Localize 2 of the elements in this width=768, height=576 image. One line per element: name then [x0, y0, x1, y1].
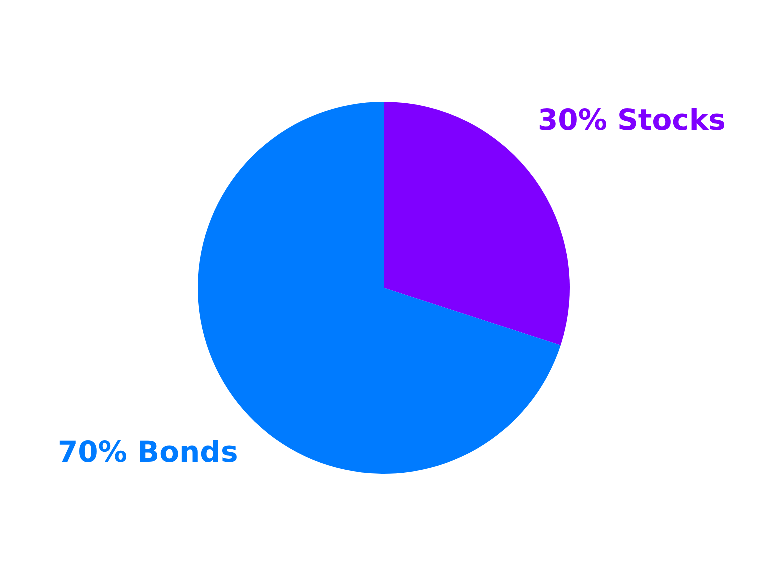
slice-label: 70% Bonds — [58, 435, 238, 469]
slice-label: 30% Stocks — [538, 103, 726, 137]
